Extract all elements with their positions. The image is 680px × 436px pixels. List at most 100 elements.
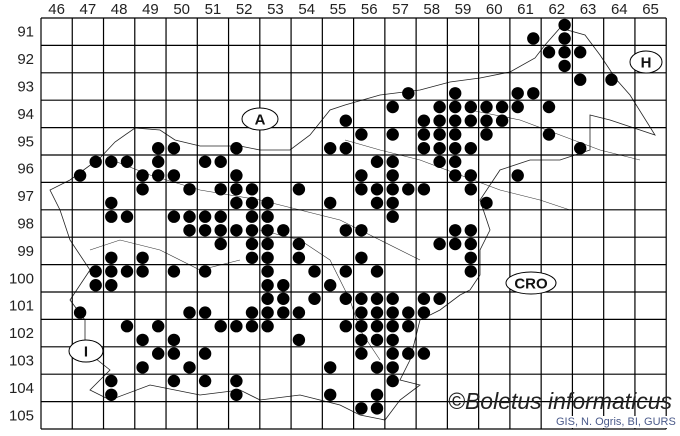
record-dot bbox=[167, 347, 181, 360]
record-dot bbox=[574, 142, 587, 155]
column-label: 52 bbox=[236, 1, 253, 18]
record-dot bbox=[558, 59, 571, 73]
record-dot bbox=[198, 265, 212, 278]
record-dot bbox=[370, 333, 384, 347]
record-dot bbox=[480, 100, 493, 114]
record-dot bbox=[370, 183, 384, 196]
record-dot bbox=[417, 183, 431, 196]
column-label: 62 bbox=[548, 1, 565, 18]
record-dot bbox=[136, 251, 149, 264]
record-dot bbox=[324, 361, 337, 374]
record-dot bbox=[339, 114, 352, 127]
record-dot bbox=[230, 183, 243, 196]
record-dot bbox=[339, 292, 352, 305]
record-dot bbox=[245, 183, 259, 196]
record-dot bbox=[464, 237, 477, 251]
record-dot bbox=[464, 265, 477, 278]
record-dot bbox=[558, 18, 571, 32]
column-label: 57 bbox=[392, 1, 409, 18]
record-dot bbox=[386, 347, 399, 360]
record-dot bbox=[527, 87, 540, 100]
record-dot bbox=[152, 155, 165, 168]
record-dot bbox=[386, 292, 399, 305]
record-dot bbox=[261, 306, 274, 319]
record-dot bbox=[152, 169, 165, 182]
record-dot bbox=[355, 128, 368, 141]
record-dot bbox=[120, 320, 134, 333]
region-ellipse-austria bbox=[241, 107, 279, 131]
record-dot bbox=[120, 265, 134, 278]
record-dot bbox=[245, 237, 259, 251]
record-dot bbox=[292, 183, 306, 196]
record-dot bbox=[449, 114, 462, 127]
record-dot bbox=[417, 128, 431, 141]
record-dot bbox=[449, 100, 462, 114]
column-label: 61 bbox=[517, 1, 534, 18]
record-dot bbox=[261, 292, 274, 305]
record-dot bbox=[449, 224, 462, 237]
record-dot bbox=[386, 306, 399, 319]
record-dot bbox=[449, 155, 462, 168]
record-dot bbox=[386, 374, 399, 388]
row-label: 101 bbox=[9, 298, 34, 315]
record-dot bbox=[558, 46, 571, 59]
column-label: 63 bbox=[580, 1, 597, 18]
region-label-hungary: H bbox=[641, 54, 652, 71]
record-dot bbox=[136, 265, 149, 278]
record-dot bbox=[261, 279, 274, 292]
record-dot bbox=[464, 142, 477, 155]
record-dot bbox=[214, 224, 227, 237]
record-dot bbox=[152, 347, 165, 360]
record-dot bbox=[152, 320, 165, 333]
record-dot bbox=[355, 292, 368, 305]
record-dot bbox=[105, 196, 118, 210]
record-dot bbox=[558, 32, 571, 45]
record-dot bbox=[152, 142, 165, 155]
record-dot bbox=[386, 361, 399, 374]
record-dot bbox=[230, 224, 243, 237]
record-dot bbox=[308, 265, 321, 278]
column-label: 60 bbox=[486, 1, 503, 18]
record-dot bbox=[417, 347, 431, 360]
record-dot bbox=[292, 306, 306, 319]
record-dot bbox=[355, 224, 368, 237]
record-dot bbox=[386, 333, 399, 347]
record-dot bbox=[183, 224, 196, 237]
record-dot bbox=[214, 183, 227, 196]
record-dot bbox=[449, 128, 462, 141]
record-dot bbox=[214, 320, 227, 333]
record-dot bbox=[386, 128, 399, 141]
record-dot bbox=[230, 374, 243, 388]
record-dot bbox=[261, 265, 274, 278]
record-dot bbox=[433, 142, 446, 155]
row-label: 96 bbox=[17, 161, 34, 178]
record-dot bbox=[449, 87, 462, 100]
record-dot bbox=[480, 114, 493, 127]
record-dot bbox=[230, 320, 243, 333]
column-label: 47 bbox=[80, 1, 97, 18]
record-dot bbox=[417, 292, 431, 305]
record-dot bbox=[136, 333, 149, 347]
record-dot bbox=[136, 361, 149, 374]
column-label: 46 bbox=[48, 1, 65, 18]
record-dot bbox=[277, 306, 290, 319]
record-dot bbox=[261, 196, 274, 210]
record-dot bbox=[402, 320, 415, 333]
record-dot bbox=[355, 306, 368, 319]
record-dot bbox=[230, 388, 243, 401]
record-dot bbox=[542, 128, 556, 141]
record-dot bbox=[105, 279, 118, 292]
column-label: 56 bbox=[361, 1, 378, 18]
record-dot bbox=[324, 142, 337, 155]
record-dot bbox=[198, 347, 212, 360]
record-dot bbox=[277, 292, 290, 305]
row-label: 93 bbox=[17, 79, 34, 96]
record-dot bbox=[386, 100, 399, 114]
record-dot bbox=[324, 196, 337, 210]
record-dot bbox=[386, 196, 399, 210]
record-dot bbox=[198, 374, 212, 388]
record-dot bbox=[292, 237, 306, 251]
record-dot bbox=[105, 265, 118, 278]
column-label: 58 bbox=[423, 1, 440, 18]
